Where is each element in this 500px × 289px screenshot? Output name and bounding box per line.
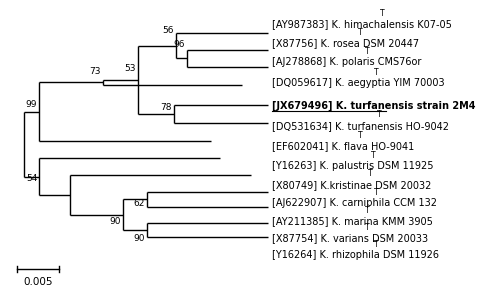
Text: T: T bbox=[368, 169, 372, 178]
Text: 53: 53 bbox=[124, 64, 136, 73]
Text: 56: 56 bbox=[162, 26, 173, 35]
Text: [X87756] K. rosea DSM 20447: [X87756] K. rosea DSM 20447 bbox=[272, 38, 419, 48]
Text: 78: 78 bbox=[160, 103, 172, 112]
Text: T: T bbox=[364, 47, 369, 56]
Text: [EF602041] K. flava HO-9041: [EF602041] K. flava HO-9041 bbox=[272, 141, 414, 151]
Text: 54: 54 bbox=[26, 174, 37, 183]
Text: [AJ622907] K. carniphila CCM 132: [AJ622907] K. carniphila CCM 132 bbox=[272, 199, 436, 208]
Text: T: T bbox=[371, 151, 376, 160]
Text: T: T bbox=[380, 9, 385, 18]
Text: [AY987383] K. himachalensis K07-05: [AY987383] K. himachalensis K07-05 bbox=[272, 19, 452, 29]
Text: 90: 90 bbox=[110, 217, 121, 226]
Text: T: T bbox=[377, 110, 382, 119]
Text: 73: 73 bbox=[90, 67, 101, 76]
Text: T: T bbox=[358, 131, 363, 140]
Text: [X80749] K.kristinae DSM 20032: [X80749] K.kristinae DSM 20032 bbox=[272, 180, 431, 190]
Text: [JX679496] K. turfanensis strain 2M4: [JX679496] K. turfanensis strain 2M4 bbox=[272, 101, 475, 111]
Text: T: T bbox=[358, 28, 363, 37]
Text: [DQ531634] K. turfanensis HO-9042: [DQ531634] K. turfanensis HO-9042 bbox=[272, 121, 448, 131]
Text: T: T bbox=[364, 206, 369, 215]
Text: T: T bbox=[374, 68, 378, 77]
Text: [Y16263] K. palustris DSM 11925: [Y16263] K. palustris DSM 11925 bbox=[272, 161, 433, 171]
Text: 99: 99 bbox=[26, 100, 37, 109]
Text: T: T bbox=[374, 188, 378, 197]
Text: 96: 96 bbox=[173, 40, 184, 49]
Text: [DQ059617] K. aegyptia YIM 70003: [DQ059617] K. aegyptia YIM 70003 bbox=[272, 78, 444, 88]
Text: 0.005: 0.005 bbox=[24, 277, 53, 287]
Text: 90: 90 bbox=[134, 234, 145, 243]
Text: T: T bbox=[364, 223, 369, 232]
Text: [AY211385] K. marina KMM 3905: [AY211385] K. marina KMM 3905 bbox=[272, 216, 432, 226]
Text: [X87754] K. varians DSM 20033: [X87754] K. varians DSM 20033 bbox=[272, 234, 428, 244]
Text: [Y16264] K. rhizophila DSM 11926: [Y16264] K. rhizophila DSM 11926 bbox=[272, 250, 438, 260]
Text: [AJ278868] K. polaris CMS76or: [AJ278868] K. polaris CMS76or bbox=[272, 57, 421, 67]
Text: T: T bbox=[374, 240, 378, 249]
Text: 62: 62 bbox=[134, 199, 145, 208]
